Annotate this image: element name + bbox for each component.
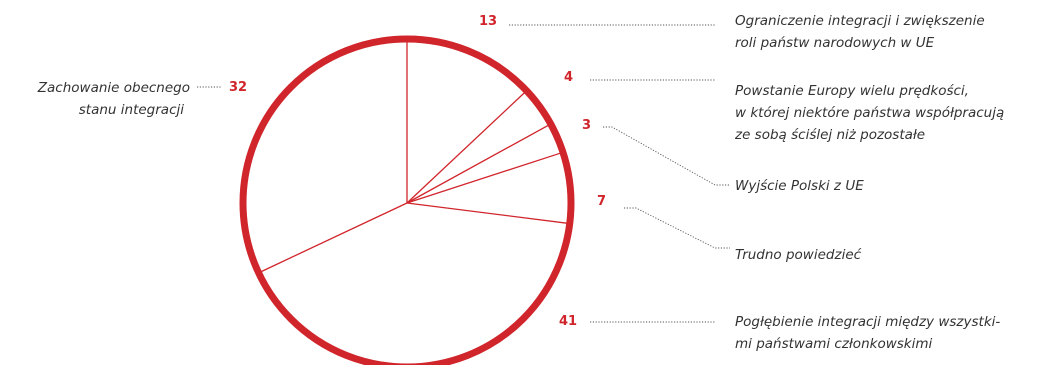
label-line: w której niektóre państwa współpracują	[735, 105, 1005, 121]
category-label-trudno: Trudno powiedzieć	[735, 244, 861, 266]
label-line: mi państwami członkowskimi	[735, 336, 933, 352]
pie-outline	[239, 35, 575, 365]
category-label-zachowanie: Zachowanie obecnego stanu integracji	[20, 77, 190, 121]
label-line: ze sobą ściślej niż pozostałe	[735, 127, 926, 143]
slice-boundary-wyjscie	[406, 124, 550, 204]
value-label-trudno: 7	[597, 194, 607, 209]
leader-line-trudno	[624, 207, 730, 249]
category-label-wyjscie: Wyjście Polski z UE	[735, 175, 864, 197]
slice-boundary-predkosci	[406, 91, 526, 204]
value-label-wyjscie: 3	[582, 118, 592, 133]
category-label-predkosci: Powstanie Europy wielu prędkości, w któr…	[735, 80, 1004, 146]
value-label-ograniczenie: 13	[479, 14, 498, 29]
leader-line-wyjscie	[603, 126, 730, 186]
label-line: Powstanie Europy wielu prędkości,	[735, 83, 969, 99]
label-line: Trudno powiedzieć	[735, 247, 862, 263]
label-line: stanu integracji	[78, 102, 184, 118]
leader-lines	[197, 24, 730, 323]
label-line: Pogłębienie integracji między wszystki-	[735, 314, 1001, 330]
slice-boundary-zachowanie	[260, 202, 408, 273]
label-line: Wyjście Polski z UE	[735, 178, 864, 194]
pie-sectors	[239, 35, 575, 365]
value-label-predkosci: 4	[564, 70, 574, 85]
value-label-poglebienie: 41	[559, 314, 578, 329]
category-label-ograniczenie: Ograniczenie integracji i zwiększenie ro…	[735, 10, 985, 54]
label-line: Zachowanie obecnego	[37, 80, 190, 96]
category-label-poglebienie: Pogłębienie integracji między wszystki- …	[735, 311, 1000, 355]
label-line: roli państw narodowych w UE	[735, 35, 935, 51]
value-label-zachowanie: 32	[229, 80, 248, 95]
slice-boundary-poglebienie	[406, 202, 568, 224]
label-line: Ograniczenie integracji i zwiększenie	[735, 13, 985, 29]
slice-boundary-trudno	[406, 152, 562, 204]
